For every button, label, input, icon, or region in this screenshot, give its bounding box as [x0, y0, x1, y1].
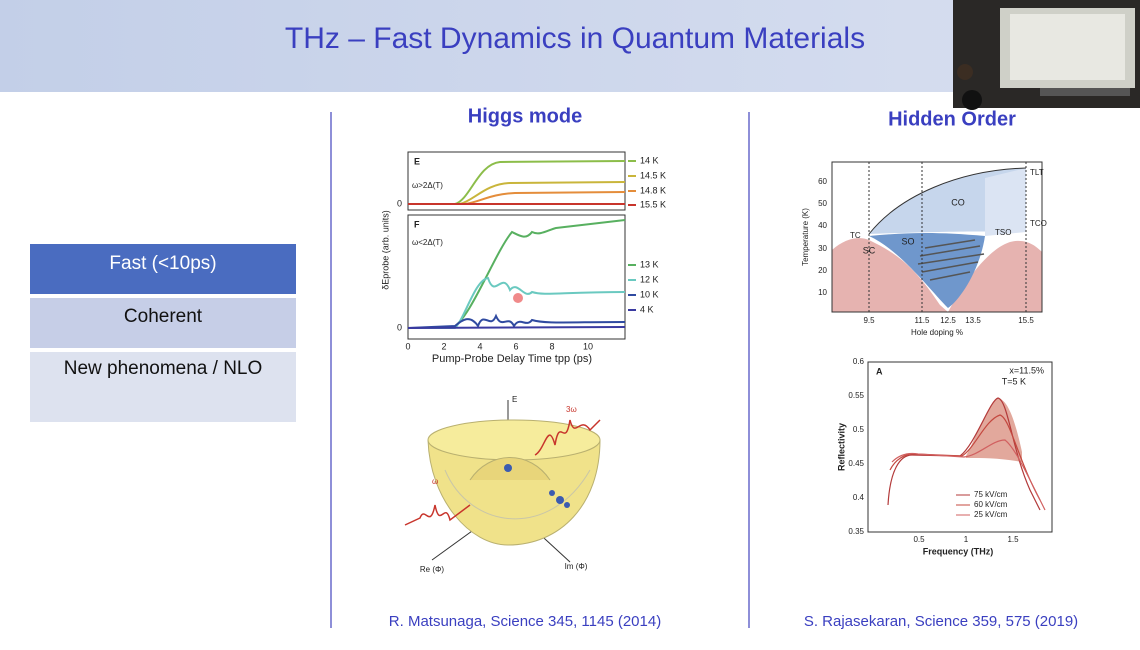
x-tick-label: 15.5	[1018, 316, 1034, 325]
panel-condition: ω>2Δ(T)	[412, 181, 443, 190]
y-tick-label: 60	[818, 177, 827, 186]
x-axis-label: Frequency (THz)	[923, 546, 994, 556]
y-tick-label: 0	[397, 198, 402, 208]
diagram-label: Re (Φ)	[420, 565, 444, 574]
legend-label: 60 kV/cm	[974, 500, 1008, 509]
panel-condition: ω<2Δ(T)	[412, 238, 443, 247]
y-tick-label: 0.4	[853, 493, 865, 502]
x-tick-label: 2	[441, 341, 446, 351]
line-label: TSO	[995, 228, 1011, 237]
y-axis-label: Reflectivity	[836, 423, 846, 471]
x-tick-label: 10	[583, 341, 593, 351]
legend-label: 14.5 K	[640, 170, 666, 180]
x-tick-label: 0.5	[913, 535, 925, 544]
y-tick-label: 40	[818, 221, 827, 230]
legend-label: 13 K	[640, 259, 659, 269]
legend-label: 15.5 K	[640, 199, 666, 209]
x-tick-label: 9.5	[863, 316, 875, 325]
sidebar-box	[30, 298, 296, 348]
y-axis-label: δEprobe (arb. units)	[380, 210, 390, 290]
legend-label: 14 K	[640, 155, 659, 165]
legend-label: 4 K	[640, 304, 654, 314]
x-axis-label: Pump-Probe Delay Time tpp (ps)	[432, 353, 592, 365]
phase-diagram: 60 50 40 30 20 10 Temperature (K) 9.5 11…	[801, 161, 1047, 337]
y-tick-label: 0	[397, 322, 402, 332]
region-label: SC	[863, 245, 876, 255]
panel-heading: Hidden Order	[888, 108, 1016, 130]
condition-label: T=5 K	[1002, 376, 1026, 386]
legend-label: 12 K	[640, 274, 659, 284]
y-tick-label: 0.5	[853, 425, 865, 434]
citation: R. Matsunaga, Science 345, 1145 (2014)	[389, 613, 661, 630]
y-tick-label: 0.55	[848, 391, 864, 400]
x-tick-label: 6	[513, 341, 518, 351]
diagram-label: Im (Φ)	[565, 562, 588, 571]
panel-label: F	[414, 219, 420, 229]
higgs-figure: E ω>2Δ(T) F ω<2Δ(T) 0 0 δEprobe (arb. un…	[380, 151, 666, 365]
y-axis-label: Temperature (K)	[801, 208, 810, 266]
legend-label: 75 kV/cm	[974, 490, 1008, 499]
sidebar-item: Coherent	[124, 306, 203, 327]
header-band	[0, 0, 1140, 92]
legend-label: 25 kV/cm	[974, 510, 1008, 519]
citation: S. Rajasekaran, Science 359, 575 (2019)	[804, 613, 1078, 630]
sidebar-item: Fast (<10ps)	[109, 253, 216, 274]
x-tick-label: 8	[549, 341, 554, 351]
x-tick-label: 1	[964, 535, 969, 544]
region-label: SO	[901, 236, 914, 246]
x-tick-label: 13.5	[965, 316, 981, 325]
panel-label: E	[414, 156, 420, 166]
sidebar-box	[30, 352, 296, 422]
panel-heading: Higgs mode	[468, 105, 582, 127]
reflectivity-figure: A x=11.5% T=5 K 0.6 0.55 0.5 0.45 0.4 0.…	[836, 357, 1053, 556]
y-tick-label: 0.6	[853, 357, 865, 366]
y-tick-label: 0.45	[848, 459, 864, 468]
sidebar: Fast (<10ps) Coherent New phenomena / NL…	[30, 244, 296, 422]
sidebar-box	[30, 244, 296, 294]
x-tick-label: 1.5	[1007, 535, 1019, 544]
legend: 14 K 14.5 K 14.8 K 15.5 K 13 K 12 K 10 K…	[628, 155, 666, 314]
x-tick-label: 11.5	[915, 316, 931, 325]
y-tick-label: 10	[818, 288, 827, 297]
line-label: TCO	[1030, 219, 1047, 228]
diagram-label: ω	[432, 477, 438, 486]
y-tick-label: 50	[818, 199, 827, 208]
legend-label: 14.8 K	[640, 185, 666, 195]
legend-label: 10 K	[640, 289, 659, 299]
condition-label: x=11.5%	[1009, 365, 1044, 375]
webcam	[953, 0, 1140, 110]
region-label: CO	[951, 197, 965, 207]
x-tick-label: 12.5	[940, 316, 956, 325]
diagram-label: E	[512, 395, 517, 404]
y-tick-label: 20	[818, 266, 827, 275]
line-label: TLT	[1030, 168, 1044, 177]
y-tick-label: 0.35	[848, 527, 864, 536]
sidebar-item-wrap: New phenomena / NLO	[63, 358, 263, 379]
x-tick-label: 0	[405, 341, 410, 351]
diagram-label: 3ω	[566, 405, 577, 414]
x-axis-label: Hole doping %	[911, 328, 963, 337]
sidebar-item: New phenomena / NLO	[63, 358, 263, 379]
y-tick-label: 30	[818, 244, 827, 253]
mexican-hat-diagram: E 3ω ω Re (Φ) Im (Φ)	[404, 395, 601, 574]
x-tick-label: 4	[477, 341, 482, 351]
line-label: TC	[850, 231, 861, 240]
panel-label: A	[876, 366, 883, 376]
slide-title: THz – Fast Dynamics in Quantum Materials	[285, 22, 865, 55]
legend: 75 kV/cm 60 kV/cm 25 kV/cm	[956, 490, 1008, 519]
